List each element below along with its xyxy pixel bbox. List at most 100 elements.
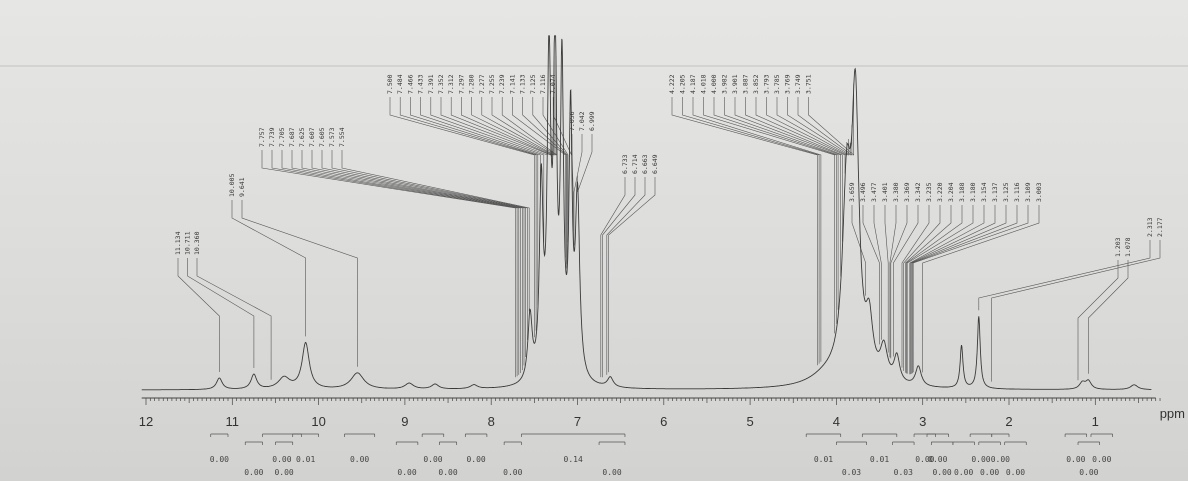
peak-label: 7.133 xyxy=(519,74,527,94)
peak-leader-line xyxy=(671,97,818,366)
peak-label: 3.204 xyxy=(947,182,955,202)
peak-leader-line xyxy=(241,200,358,367)
peak-label: 10.005 xyxy=(228,173,236,197)
integral-layer: 0.000.000.000.000.01 0.000.000.000.000.00… xyxy=(210,433,1113,477)
peak-leader-line xyxy=(682,97,820,364)
peak-label: 1.203 xyxy=(1114,237,1122,257)
peak-label: 3.137 xyxy=(991,182,999,202)
integral-value: 0.01 xyxy=(814,455,833,464)
integral-value: 0.00 xyxy=(1079,468,1098,477)
integral-value: 0.00 xyxy=(932,468,951,477)
peak-leader-line xyxy=(481,56,555,156)
x-tick-label: 12 xyxy=(139,414,153,429)
peak-leader-line xyxy=(884,205,889,353)
peak-leader-line xyxy=(410,97,539,306)
peak-label: 3.235 xyxy=(925,182,933,202)
peak-leader-line xyxy=(331,150,528,340)
peak-leader-line xyxy=(851,205,867,296)
peak-label: 3.901 xyxy=(731,74,739,94)
integral-value: 0.00 xyxy=(272,455,291,464)
integral-value: 0.00 xyxy=(991,455,1010,464)
peak-leader-line xyxy=(912,205,1029,373)
peak-leader-line xyxy=(755,97,846,174)
peak-leader-line xyxy=(905,205,952,373)
peak-label: 9.641 xyxy=(238,177,246,197)
spectrum-layer xyxy=(141,35,1152,391)
integral-value: 0.00 xyxy=(602,468,621,477)
peak-label: 3.496 xyxy=(859,182,867,202)
x-tick-label: 1 xyxy=(1092,414,1099,429)
peak-label: 3.109 xyxy=(1024,182,1032,202)
integral-value: 0.00 xyxy=(466,455,485,464)
integral-value: 0.00 xyxy=(980,468,999,477)
peak-leader-line xyxy=(703,97,836,334)
peak-leader-line xyxy=(231,200,307,337)
peak-leader-line xyxy=(901,205,930,368)
peak-label: 7.352 xyxy=(437,74,445,94)
peak-leader-line xyxy=(281,150,520,375)
peak-label: 3.154 xyxy=(980,182,988,202)
peak-label: 7.280 xyxy=(468,74,476,94)
peak-leader-line xyxy=(491,56,557,156)
peak-leader-line xyxy=(341,150,530,312)
peak-leader-line xyxy=(261,150,516,378)
peak-label: 7.466 xyxy=(406,74,414,94)
peak-leader-line xyxy=(808,83,855,156)
peak-leader-line xyxy=(311,150,525,366)
peak-label: 7.056 xyxy=(568,111,576,131)
integral-value: 0.00 xyxy=(438,468,457,477)
x-tick-label: 4 xyxy=(833,414,840,429)
integral-value: 0.00 xyxy=(350,455,369,464)
peak-leader-line xyxy=(922,205,1040,373)
peak-label: 1.078 xyxy=(1124,237,1132,257)
spectrum-line xyxy=(141,35,1152,391)
peak-leader-line xyxy=(991,240,1161,382)
integral-value: 0.00 xyxy=(274,468,293,477)
peak-label: 3.659 xyxy=(848,182,856,202)
integral-value: 0.00 xyxy=(954,468,973,477)
peak-label: 4.222 xyxy=(668,74,676,94)
peak-leader-line xyxy=(1088,260,1129,374)
peak-label: 3.369 xyxy=(903,182,911,202)
peak-leader-line xyxy=(321,150,527,357)
x-tick-label: 8 xyxy=(488,414,495,429)
integral-value: 0.00 xyxy=(1092,455,1111,464)
peak-leader-line xyxy=(512,97,566,258)
integral-value: 0.14 xyxy=(564,455,583,464)
peak-label: 3.401 xyxy=(881,182,889,202)
peak-label: 7.297 xyxy=(457,74,465,94)
integral-value: 0.01 xyxy=(296,455,315,464)
peak-leader-line xyxy=(420,97,541,188)
peak-label: 7.625 xyxy=(298,127,306,147)
peak-label: 7.607 xyxy=(308,127,316,147)
peak-label: 3.003 xyxy=(1035,182,1043,202)
peak-label: 7.605 xyxy=(318,127,326,147)
integral-value: 0.00 xyxy=(1006,468,1025,477)
x-tick-label: 2 xyxy=(1005,414,1012,429)
peak-label: 4.018 xyxy=(700,74,708,94)
peak-leader-line xyxy=(903,205,941,371)
integral-value: 0.00 xyxy=(423,455,442,464)
peak-leader-line xyxy=(522,97,567,269)
peak-label: 4.187 xyxy=(689,74,697,94)
peak-label: 10.711 xyxy=(184,231,192,255)
peak-label: 7.554 xyxy=(338,127,346,147)
peak-leader-line xyxy=(862,205,880,345)
peak-label: 7.116 xyxy=(539,74,547,94)
peak-label: 7.255 xyxy=(488,74,496,94)
peak-leader-line xyxy=(301,150,523,371)
peak-leader-line xyxy=(291,150,521,373)
peak-label: 6.649 xyxy=(651,154,659,174)
peak-leader-line xyxy=(542,97,569,243)
peak-leader-line xyxy=(797,97,853,156)
x-tick-label: 11 xyxy=(226,414,240,429)
peak-label: 6.663 xyxy=(641,154,649,174)
integral-value: 0.03 xyxy=(894,468,913,477)
peak-leader-line xyxy=(889,205,897,358)
peak-label: 3.116 xyxy=(1013,182,1021,202)
peak-label: 7.074 xyxy=(549,74,557,94)
peak-label: 7.239 xyxy=(498,74,506,94)
peak-leader-line xyxy=(909,205,985,375)
integral-value: 0.01 xyxy=(870,455,889,464)
